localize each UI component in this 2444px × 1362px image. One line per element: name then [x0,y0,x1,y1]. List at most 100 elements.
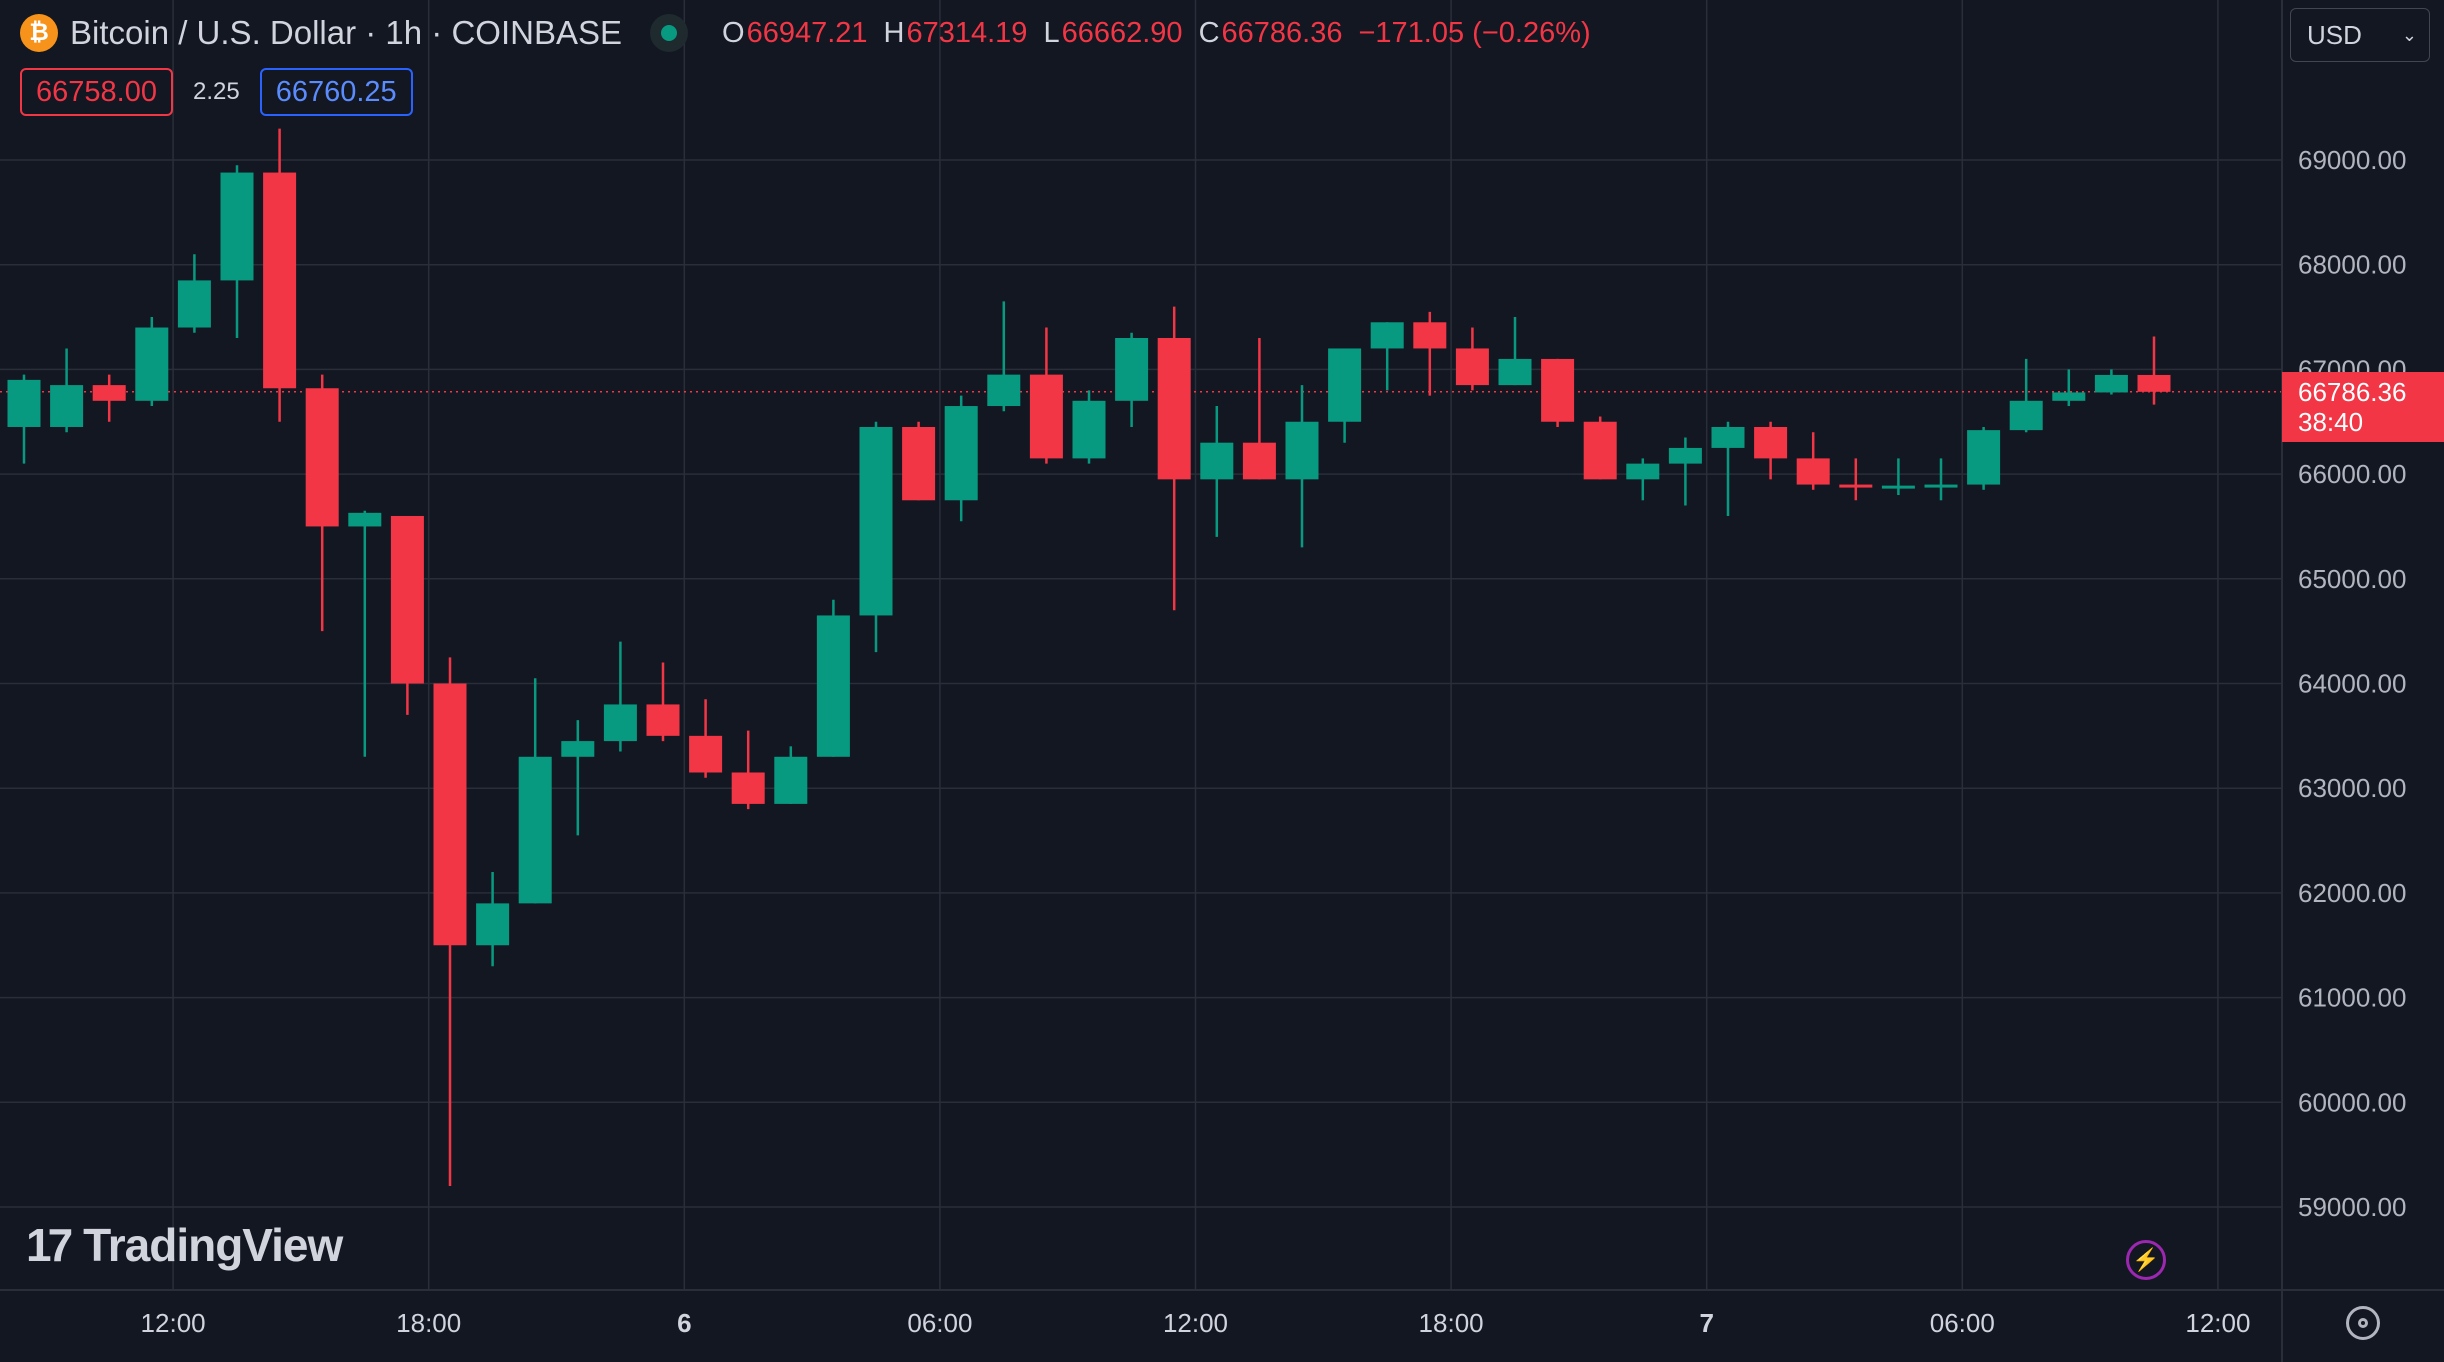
candle [1498,317,1532,386]
low-label: L [1043,16,1060,49]
candle-body [1370,322,1404,349]
candle [348,510,382,757]
candle-body [135,327,169,401]
candle-body [902,426,936,501]
ohlc-readout: O 66947.21 H 67314.19 L 66662.90 C 66786… [722,17,1591,50]
currency-label: USD [2307,19,2362,50]
high-label: H [883,16,905,49]
candle-body [518,756,552,904]
candle [2009,358,2043,433]
candle-body [50,385,84,427]
price-tick-label: 60000.00 [2298,1087,2406,1117]
spread-value: 2.25 [192,78,240,105]
candle [1157,306,1191,611]
candle [1796,432,1830,490]
candle [987,301,1021,412]
candle [1881,458,1915,496]
candle [2137,336,2171,405]
candle [2094,369,2128,395]
time-tick-label: 12:00 [141,1308,206,1338]
candle-body [1413,322,1447,349]
time-tick-label: 7 [1699,1308,1713,1338]
candle [433,657,467,1187]
sell-button[interactable]: 66758.00 [20,68,173,116]
candle [1072,390,1106,464]
candle [1626,458,1660,501]
tradingview-logo-text: TradingView [83,1219,343,1271]
price-tick-label: 65000.00 [2298,564,2406,594]
candle [603,641,637,752]
candle [1839,458,1873,501]
candle-body [816,615,850,757]
candle [689,699,723,778]
gear-icon[interactable] [2346,1306,2380,1340]
candle [944,395,978,522]
candle-body [305,388,339,527]
candle [1541,358,1575,427]
candle-body [2009,400,2043,431]
candle-body [731,772,765,804]
candle [1711,421,1745,516]
chart-header: ₿ Bitcoin / U.S. Dollar · 1h · COINBASE … [20,10,1591,56]
candle [1242,337,1276,480]
candle [7,374,41,464]
candle-body [774,756,808,804]
candle-body [1626,463,1660,480]
candle-body [603,704,637,742]
time-tick-label: 6 [677,1308,691,1338]
low-value: 66662.90 [1061,16,1183,49]
candle-body [1924,484,1958,488]
candle-body [944,406,978,501]
current-price-tag: 66786.36 38:40 [2282,372,2444,442]
candle [1029,327,1063,464]
candle-body [689,735,723,773]
candle-body [92,385,126,401]
open-value: 66947.21 [746,16,868,49]
currency-select[interactable]: USD ⌄ [2290,8,2430,62]
candle [263,128,297,422]
candle-body [1328,348,1362,422]
time-tick-label: 12:00 [1163,1308,1228,1338]
candle-body [646,704,680,736]
close-label: C [1198,16,1220,49]
candle [1583,416,1617,480]
time-tick-label: 18:00 [396,1308,461,1338]
candle [1668,437,1702,506]
price-tick-label: 61000.00 [2298,983,2406,1013]
symbol-title[interactable]: Bitcoin / U.S. Dollar · 1h · COINBASE [70,14,622,51]
bitcoin-icon: ₿ [20,14,58,52]
high-value: 67314.19 [906,16,1028,49]
candle [1967,426,2001,490]
candle [135,317,169,407]
lightning-icon[interactable]: ⚡ [2126,1240,2166,1280]
price-tick-label: 59000.00 [2298,1192,2406,1222]
tradingview-logo-mark: 17 [26,1219,73,1271]
candle [92,374,126,422]
candle-body [7,379,41,427]
candle [1328,348,1362,443]
trade-quotes: 66758.00 2.25 66760.25 [20,68,413,116]
candle [774,746,808,804]
candle-body [177,280,211,328]
candle-body [1498,358,1532,386]
candle [1754,421,1788,480]
buy-button[interactable]: 66760.25 [259,68,413,116]
candle-body [1200,442,1234,480]
candle-body [561,741,595,757]
candle [1370,322,1404,391]
tradingview-logo[interactable]: 17 TradingView [26,1218,343,1272]
candle-body [1796,458,1830,485]
candle-body [1157,337,1191,480]
candle [1455,327,1489,391]
close-value: 66786.36 [1221,16,1343,49]
chevron-down-icon: ⌄ [2401,24,2417,45]
time-tick-label: 06:00 [907,1308,972,1338]
candles [7,128,2171,1187]
market-status-icon[interactable] [650,14,688,52]
bar-countdown: 38:40 [2298,407,2364,437]
candle-body [1072,400,1106,459]
current-price-value: 66786.36 [2298,377,2407,407]
price-tick-label: 68000.00 [2298,250,2406,280]
candle-body [1711,426,1745,448]
